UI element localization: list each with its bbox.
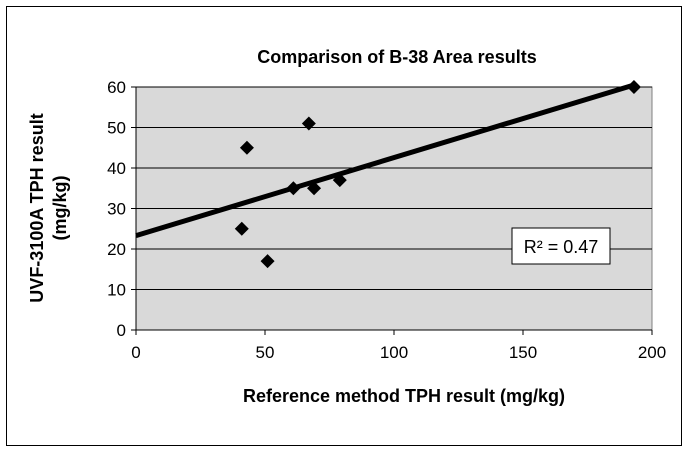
x-axis-title: Reference method TPH result (mg/kg) [243,386,565,406]
data-point-5 [301,116,316,131]
y-axis-title-line2: (mg/kg) [50,175,70,240]
data-points [234,80,641,269]
y-tick-label-40: 40 [107,159,126,178]
x-tick-label-200: 200 [638,343,666,362]
chart-title: Comparison of B-38 Area results [257,47,536,67]
data-point-6 [307,181,322,196]
trendline-group [135,82,635,239]
y-tick-label-50: 50 [107,119,126,138]
x-tick-label-0: 0 [131,343,140,362]
x-tick-label-100: 100 [380,343,408,362]
y-tick-label-0: 0 [117,321,126,340]
y-tick-label-10: 10 [107,281,126,300]
y-tick-label-20: 20 [107,240,126,259]
x-axis-ticks: 0 50 100 150 200 [131,330,666,362]
gridlines [135,86,652,331]
trendline [135,82,635,239]
data-point-7 [332,173,347,188]
y-axis-title: UVF-3100A TPH result (mg/kg) [27,113,70,302]
data-point-4 [286,181,301,196]
y-tick-label-30: 30 [107,200,126,219]
y-axis-ticks: 0 10 20 30 40 50 60 [107,78,136,340]
x-tick-label-50: 50 [256,343,275,362]
x-tick-label-150: 150 [509,343,537,362]
y-tick-label-60: 60 [107,78,126,97]
r-squared-box: R² = 0.47 [511,227,611,265]
data-point-1 [234,221,249,236]
data-point-2 [239,140,254,155]
data-point-8 [626,80,641,94]
r-squared-label: R² = 0.47 [524,237,599,257]
data-point-3 [260,254,275,269]
y-axis-title-line1: UVF-3100A TPH result [27,113,47,302]
